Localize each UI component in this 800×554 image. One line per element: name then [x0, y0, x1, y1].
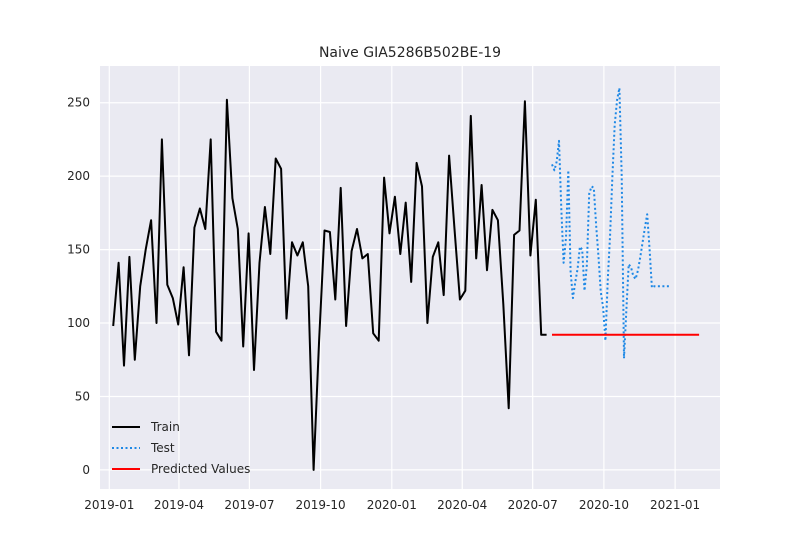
x-tick-label: 2019-01	[84, 498, 134, 512]
y-tick-label: 250	[67, 96, 90, 110]
x-tick-label: 2020-10	[579, 498, 629, 512]
series-line-test	[551, 87, 671, 360]
series-lines	[112, 87, 700, 471]
legend-label-predicted-values: Predicted Values	[151, 462, 250, 476]
chart-title: Naive GIA5286B502BE-19	[319, 45, 501, 61]
x-tick-label: 2020-04	[437, 498, 487, 512]
x-tick-label: 2019-10	[296, 498, 346, 512]
x-tick-label: 2021-01	[650, 498, 700, 512]
x-tick-label: 2020-07	[508, 498, 558, 512]
legend: Train Test Predicted Values	[112, 420, 250, 476]
x-tick-label: 2019-04	[154, 498, 204, 512]
grid-lines	[100, 66, 720, 489]
x-tick-label: 2019-07	[224, 498, 274, 512]
y-tick-label: 0	[82, 463, 90, 477]
y-tick-label: 50	[75, 389, 90, 403]
y-tick-label: 150	[67, 243, 90, 257]
legend-label-train: Train	[150, 420, 180, 434]
series-line-train	[112, 98, 547, 471]
x-axis-ticks: 2019-01 2019-04 2019-07 2019-10 2020-01 2020-…	[84, 498, 700, 512]
legend-label-test: Test	[150, 441, 175, 455]
y-tick-label: 100	[67, 316, 90, 330]
x-tick-label: 2020-01	[367, 498, 417, 512]
y-axis-ticks: 0 50 100 150 200 250	[67, 96, 90, 477]
y-tick-label: 200	[67, 169, 90, 183]
